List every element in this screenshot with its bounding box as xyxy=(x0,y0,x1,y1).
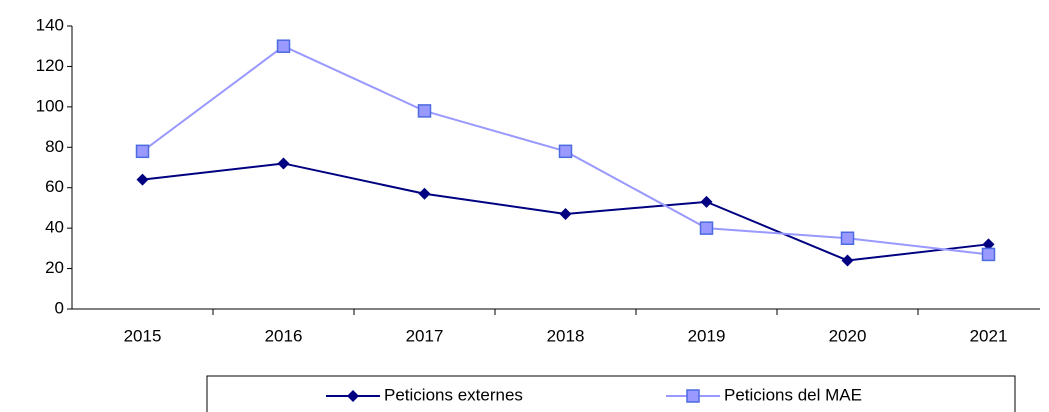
y-tick-label: 80 xyxy=(45,137,64,156)
marker xyxy=(686,389,700,403)
y-tick-label: 60 xyxy=(45,177,64,196)
marker xyxy=(981,247,996,262)
legend-label: Peticions del MAE xyxy=(724,385,862,404)
marker xyxy=(559,207,572,220)
marker xyxy=(982,238,995,251)
x-tick-label: 2018 xyxy=(547,326,585,345)
y-tick-label: 0 xyxy=(55,298,64,317)
y-tick-label: 120 xyxy=(36,56,64,75)
y-tick-label: 140 xyxy=(36,15,64,34)
marker xyxy=(276,39,291,53)
legend-label: Peticions externes xyxy=(384,385,523,404)
x-tick-label: 2016 xyxy=(265,326,303,345)
marker xyxy=(417,104,432,118)
marker xyxy=(700,195,713,208)
y-tick-label: 100 xyxy=(36,96,64,115)
marker xyxy=(347,390,359,402)
x-tick-label: 2021 xyxy=(970,326,1008,345)
marker xyxy=(418,187,431,200)
marker xyxy=(135,144,150,159)
marker xyxy=(136,173,149,186)
marker xyxy=(699,221,714,235)
legend-box xyxy=(206,375,1016,412)
x-tick-label: 2020 xyxy=(829,326,867,345)
marker xyxy=(840,231,855,245)
marker xyxy=(277,157,290,170)
y-tick-label: 20 xyxy=(45,258,64,277)
x-tick-label: 2017 xyxy=(406,326,444,345)
y-tick-label: 40 xyxy=(45,218,64,237)
marker xyxy=(841,254,854,267)
marker xyxy=(558,144,573,159)
x-tick-label: 2019 xyxy=(688,326,726,345)
x-tick-label: 2015 xyxy=(124,326,162,345)
